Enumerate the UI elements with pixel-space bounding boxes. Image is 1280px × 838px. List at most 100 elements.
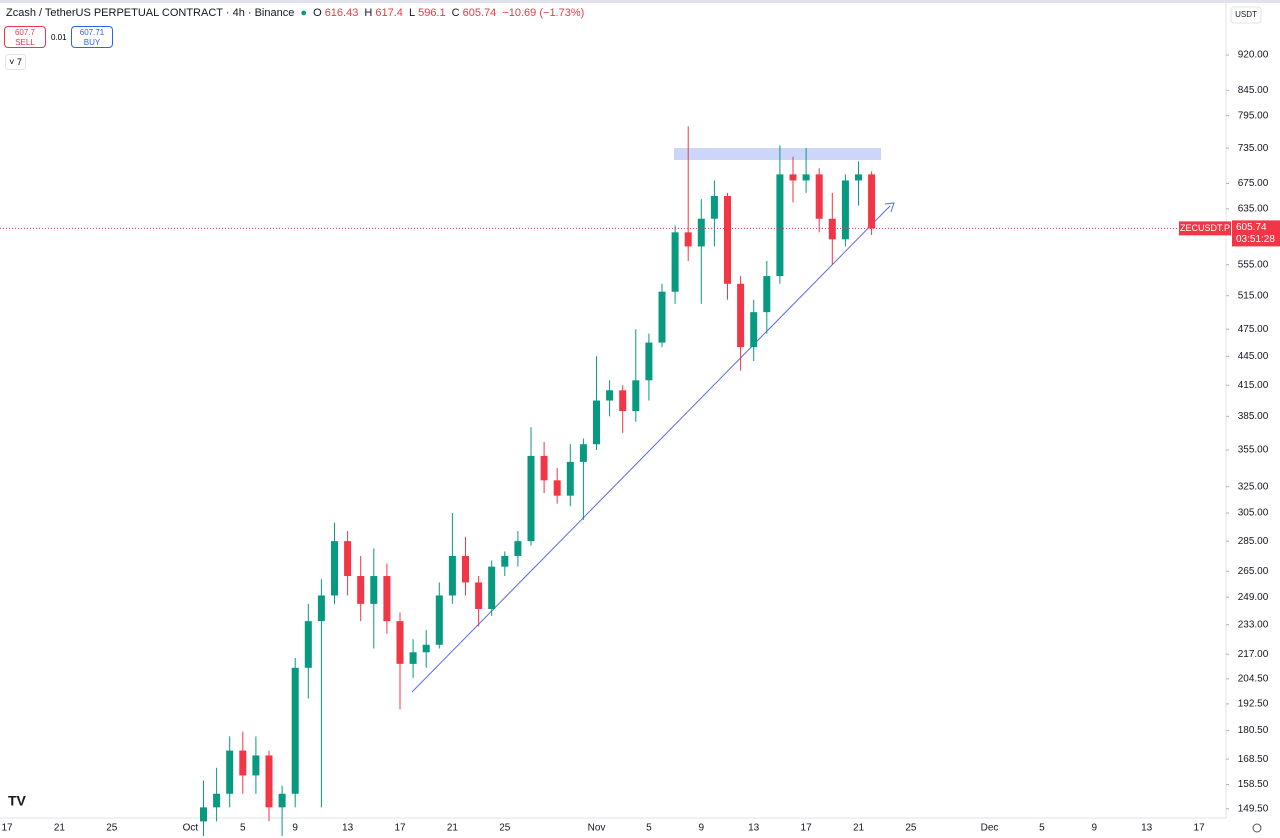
y-tick-label: 325.00 xyxy=(1238,481,1269,492)
candle-body xyxy=(488,566,496,609)
candle-body xyxy=(645,342,653,381)
candle-body xyxy=(344,541,352,577)
status-dot: ● xyxy=(300,7,308,19)
x-tick-label: 17 xyxy=(801,823,813,834)
y-tick-label: 920.00 xyxy=(1238,50,1269,61)
candle-body xyxy=(540,455,548,481)
x-tick-label: 21 xyxy=(853,823,865,834)
legend-close: 605.74 xyxy=(462,7,497,19)
x-tick-label: 25 xyxy=(106,823,118,834)
y-tick-label: 635.00 xyxy=(1238,203,1269,214)
candle-body xyxy=(789,174,797,181)
candle-body xyxy=(409,652,417,664)
buy-button[interactable]: 607.71 BUY xyxy=(71,26,113,48)
price-tag xyxy=(1232,220,1280,247)
x-tick-label: Oct xyxy=(183,823,199,834)
buy-price: 607.71 xyxy=(79,28,105,37)
y-tick-label: 515.00 xyxy=(1238,290,1269,301)
candle-body xyxy=(396,621,404,664)
y-tick-label: 555.00 xyxy=(1238,259,1269,270)
candle-body xyxy=(317,595,325,622)
spread: 0.01 xyxy=(51,33,67,42)
candle-body xyxy=(252,755,260,776)
legend-label: O xyxy=(313,7,322,19)
countdown: 03:51:28 xyxy=(1236,234,1275,245)
candle-body xyxy=(239,750,247,776)
x-tick-label: 17 xyxy=(1194,823,1206,834)
candle-body xyxy=(802,174,810,181)
x-tick-label: Nov xyxy=(588,823,606,834)
candle-body xyxy=(278,793,286,808)
y-tick-label: 415.00 xyxy=(1238,380,1269,391)
candle-body xyxy=(514,541,522,556)
y-tick-label: 305.00 xyxy=(1238,508,1269,519)
candle-body xyxy=(501,555,509,567)
candle-body xyxy=(226,750,234,794)
candle-body xyxy=(855,174,862,181)
sell-button[interactable]: 607.7 SELL xyxy=(4,26,46,48)
logo: TV xyxy=(8,793,27,809)
legend-change: −10.69 (−1.73%) xyxy=(502,7,585,19)
x-tick-label: 21 xyxy=(447,823,459,834)
y-tick-label: 475.00 xyxy=(1238,324,1269,335)
candle-body xyxy=(475,582,483,609)
legend-low: 596.1 xyxy=(418,7,446,19)
y-tick-label: 158.50 xyxy=(1238,779,1269,790)
candle-body xyxy=(331,541,338,596)
x-tick-label: 9 xyxy=(292,823,298,834)
indicators-toggle[interactable]: ˅ 7 xyxy=(5,54,26,70)
top-bar xyxy=(0,0,1280,3)
settings-icon[interactable] xyxy=(1252,823,1262,833)
x-tick-label: 13 xyxy=(342,823,354,834)
candle-body xyxy=(213,793,221,808)
currency: USDT xyxy=(1235,10,1257,19)
candle-body xyxy=(658,291,666,343)
trend-line xyxy=(411,205,891,693)
candle-body xyxy=(750,312,758,348)
candle-body xyxy=(828,218,836,240)
candle-body xyxy=(265,755,273,808)
legend-label: L xyxy=(408,7,416,19)
y-tick-label: 217.00 xyxy=(1238,649,1269,660)
candle-body xyxy=(868,174,876,229)
candle-body xyxy=(815,174,823,219)
x-tick-label: 9 xyxy=(1092,823,1098,834)
candle-body xyxy=(710,195,718,219)
x-tick-label: 17 xyxy=(394,823,406,834)
y-tick-label: 445.00 xyxy=(1238,351,1269,362)
x-tick-label: 13 xyxy=(1141,823,1153,834)
y-tick-label: 285.00 xyxy=(1238,536,1269,547)
candle-body xyxy=(724,195,731,284)
y-tick-label: 735.00 xyxy=(1238,143,1269,154)
legend-high: 617.4 xyxy=(375,7,403,19)
sell-price: 607.7 xyxy=(14,28,36,37)
candle-body xyxy=(776,174,784,277)
candle-body xyxy=(697,218,705,247)
last-price-label: 605.74 xyxy=(1236,222,1267,233)
x-tick-label: 21 xyxy=(54,823,66,834)
x-tick-label: 5 xyxy=(646,823,652,834)
legend-label: C xyxy=(451,7,460,19)
currency-button[interactable] xyxy=(1230,6,1262,24)
x-tick-label: 25 xyxy=(499,823,511,834)
buy-label: BUY xyxy=(83,38,101,47)
x-tick-label: 13 xyxy=(748,823,760,834)
y-tick-label: 675.00 xyxy=(1238,178,1269,189)
y-tick-label: 265.00 xyxy=(1238,566,1269,577)
candle-body xyxy=(383,576,391,622)
legend-label: H xyxy=(364,7,373,19)
symbol-title: Zcash / TetherUS PERPETUAL CONTRACT · 4h… xyxy=(6,7,295,19)
y-tick-label: 355.00 xyxy=(1238,445,1269,456)
candle-body xyxy=(304,621,312,668)
candle-body xyxy=(527,455,535,542)
candle-body xyxy=(841,180,849,240)
symbol-label: ZECUSDT.P xyxy=(1180,223,1230,233)
y-tick-label: 180.50 xyxy=(1238,725,1269,736)
y-tick-label: 845.00 xyxy=(1238,85,1269,96)
candle-body xyxy=(593,400,600,445)
candle-body xyxy=(370,576,378,604)
candle-body xyxy=(671,232,679,292)
candle-body xyxy=(553,480,561,496)
y-tick-label: 795.00 xyxy=(1238,110,1269,121)
